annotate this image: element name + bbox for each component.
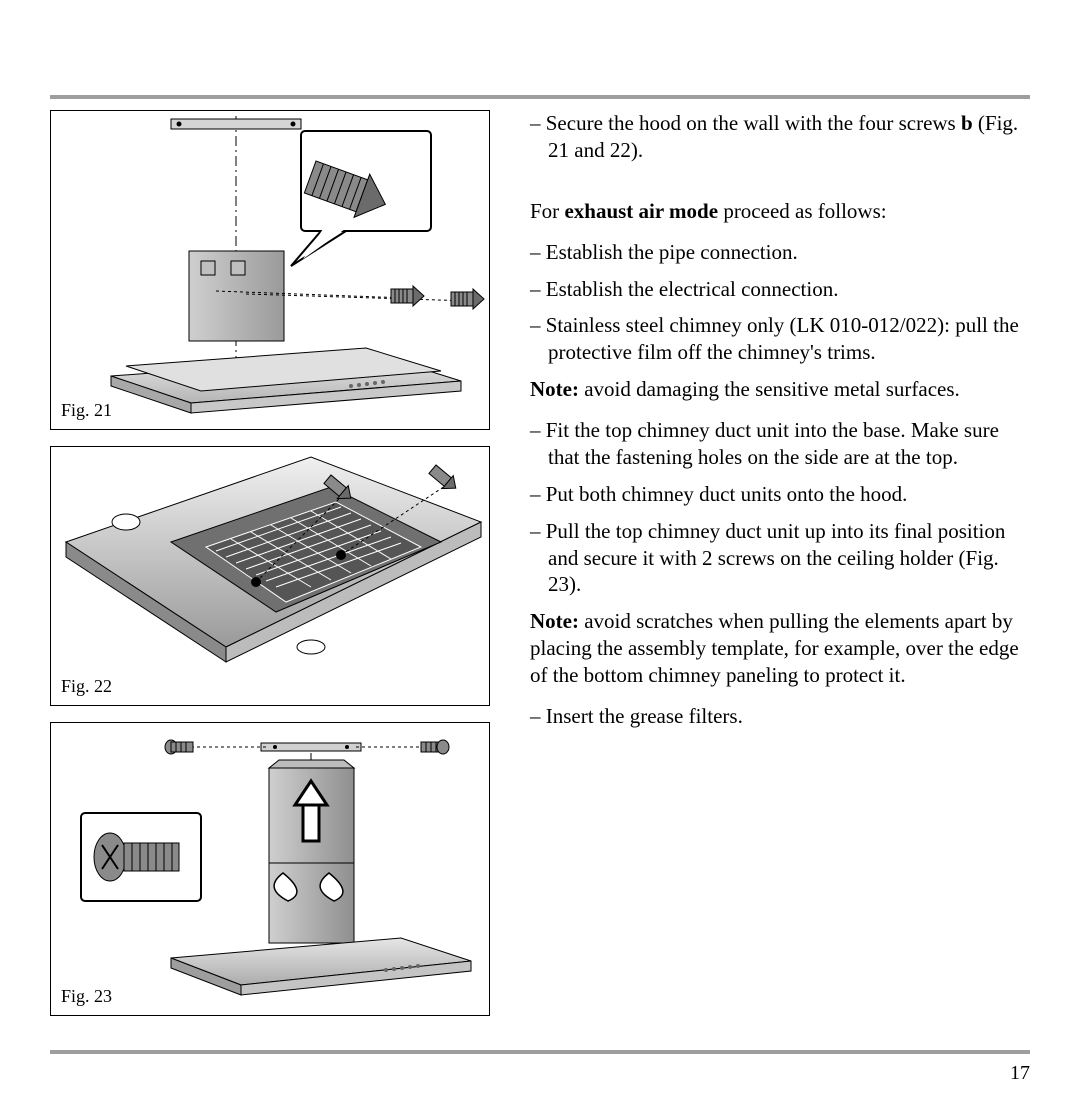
figures-column: Fig. 21 [50,110,490,1037]
text-run: For [530,199,564,223]
figure-21-drawing [51,111,491,429]
note-label: Note: [530,377,579,401]
step-pull-secure: Pull the top chimney duct unit up into i… [530,518,1030,599]
figure-22: Fig. 22 [50,446,490,706]
step-chimney-film: Stainless steel chimney only (LK 010-012… [530,312,1030,366]
figure-22-drawing [51,447,491,705]
step-fit-top-duct: Fit the top chimney duct unit into the b… [530,417,1030,471]
step-insert-filters: Insert the grease filters. [530,703,1030,730]
figure-21: Fig. 21 [50,110,490,430]
figure-21-caption: Fig. 21 [61,400,112,421]
exhaust-mode-intro: For exhaust air mode proceed as follows: [530,198,1030,225]
figure-22-caption: Fig. 22 [61,676,112,697]
note-text: avoid damaging the sensitive metal surfa… [579,377,960,401]
note-label: Note: [530,609,579,633]
note-2: Note: avoid scratches when pulling the e… [530,608,1030,689]
text-run: Secure the hood on the wall with the fou… [546,111,961,135]
figure-23-caption: Fig. 23 [61,986,112,1007]
screw-letter: b [961,111,973,135]
top-rule [50,95,1030,99]
note-1: Note: avoid damaging the sensitive metal… [530,376,1030,403]
page-number: 17 [1010,1062,1030,1085]
note-text: avoid scratches when pulling the element… [530,609,1019,687]
text-column: Secure the hood on the wall with the fou… [530,110,1030,1037]
text-run: proceed as follows: [718,199,887,223]
step-pipe: Establish the pipe connection. [530,239,1030,266]
step-put-ducts: Put both chimney duct units onto the hoo… [530,481,1030,508]
content-columns: Fig. 21 [50,110,1030,1037]
bottom-rule [50,1050,1030,1054]
exhaust-mode-label: exhaust air mode [564,199,718,223]
figure-23: Fig. 23 [50,722,490,1016]
manual-page: Fig. 21 [0,0,1080,1107]
step-secure-hood: Secure the hood on the wall with the fou… [530,110,1030,164]
figure-23-drawing [51,723,491,1015]
step-electrical: Establish the electrical connection. [530,276,1030,303]
